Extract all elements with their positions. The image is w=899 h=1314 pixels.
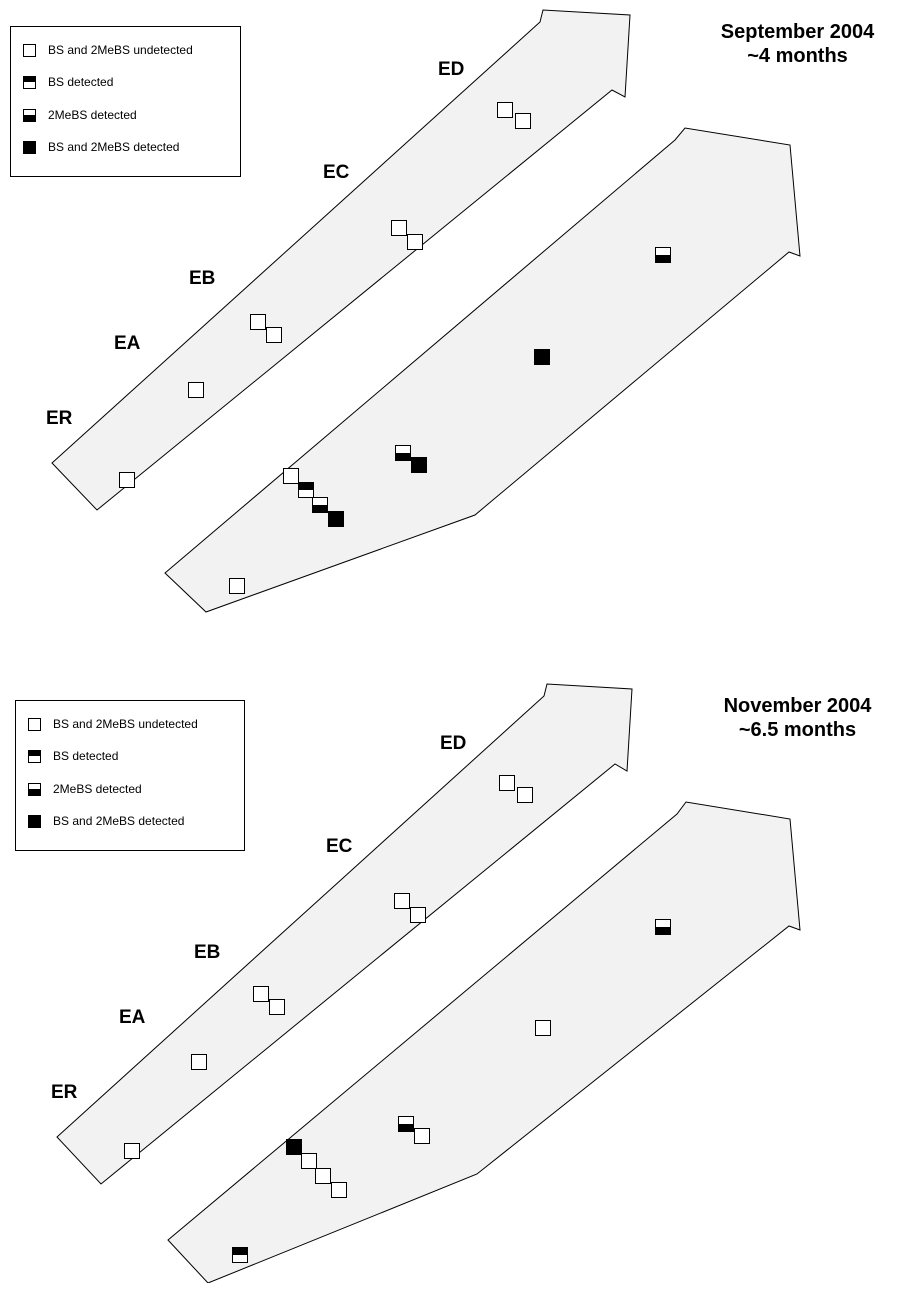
top-filled-square-icon xyxy=(28,749,41,763)
bottom-filled-sample-marker xyxy=(398,1116,414,1132)
empty-sample-marker xyxy=(535,1020,551,1036)
legend-item-both-detected: BS and 2MeBS detected xyxy=(23,139,179,155)
panel-september-2004: ER EA EB EC ED BS and 2MeBS undetected BS de… xyxy=(0,0,899,640)
empty-sample-marker xyxy=(124,1143,140,1159)
empty-square-icon xyxy=(28,717,41,731)
zone-labels: ER EA EB EC ED xyxy=(51,733,466,1103)
bottom-filled-square-icon xyxy=(28,782,41,796)
legend-item-2mebs-detected: 2MeBS detected xyxy=(28,781,142,797)
top-filled-square-icon xyxy=(23,75,36,89)
empty-sample-marker xyxy=(407,234,423,250)
bottom-filled-sample-marker xyxy=(395,445,411,461)
bottom-filled-square-icon xyxy=(23,108,36,122)
legend-label: BS detected xyxy=(48,75,114,89)
empty-sample-marker xyxy=(517,787,533,803)
empty-sample-marker xyxy=(331,1182,347,1198)
title-duration: ~4 months xyxy=(747,45,848,67)
empty-sample-marker xyxy=(414,1128,430,1144)
legend-item-both-detected: BS and 2MeBS detected xyxy=(28,813,184,829)
panel-title: November 2004 ~6.5 months xyxy=(700,694,895,742)
zone-label-ed: ED xyxy=(438,59,464,80)
legend-item-undetected: BS and 2MeBS undetected xyxy=(28,716,198,732)
filled-sample-marker xyxy=(411,457,427,473)
legend-item-bs-detected: BS detected xyxy=(28,748,118,764)
lower-transect-arrow xyxy=(164,127,801,613)
empty-sample-marker xyxy=(269,999,285,1015)
zone-label-ea: EA xyxy=(119,1007,146,1028)
zone-labels: ER EA EB EC ED xyxy=(46,59,464,429)
empty-sample-marker xyxy=(315,1168,331,1184)
bottom-filled-sample-marker xyxy=(312,497,328,513)
panel-november-2004: ER EA EB EC ED BS and 2MeBS undetected BS de… xyxy=(0,674,899,1314)
zone-label-ec: EC xyxy=(326,836,353,857)
legend: BS and 2MeBS undetected BS detected 2MeB… xyxy=(15,700,245,851)
bottom-filled-sample-marker xyxy=(655,919,671,935)
title-date: September 2004 xyxy=(720,21,875,43)
empty-sample-marker xyxy=(497,102,513,118)
empty-square-icon xyxy=(23,43,36,57)
site-diagram: ER EA EB EC ED xyxy=(51,683,801,1283)
empty-sample-marker xyxy=(499,775,515,791)
filled-sample-marker xyxy=(328,511,344,527)
empty-sample-marker xyxy=(391,220,407,236)
empty-sample-marker xyxy=(253,986,269,1002)
zone-label-er: ER xyxy=(51,1082,78,1103)
title-duration: ~6.5 months xyxy=(738,719,857,741)
legend-label: BS and 2MeBS undetected xyxy=(53,717,198,731)
legend-item-undetected: BS and 2MeBS undetected xyxy=(23,42,193,58)
empty-sample-marker xyxy=(229,578,245,594)
legend-label: 2MeBS detected xyxy=(53,782,142,796)
empty-sample-marker xyxy=(119,472,135,488)
empty-sample-marker xyxy=(191,1054,207,1070)
panel-title: September 2004 ~4 months xyxy=(700,20,895,68)
legend-item-bs-detected: BS detected xyxy=(23,74,113,90)
empty-sample-marker xyxy=(188,382,204,398)
empty-sample-marker xyxy=(283,468,299,484)
top-filled-sample-marker xyxy=(298,482,314,498)
lower-transect-arrow xyxy=(167,801,801,1283)
zone-label-ea: EA xyxy=(114,333,141,354)
sample-markers xyxy=(119,102,671,594)
filled-square-icon xyxy=(28,814,41,828)
filled-square-icon xyxy=(23,140,36,154)
site-diagram: ER EA EB EC ED xyxy=(46,9,801,613)
zone-label-ec: EC xyxy=(323,162,350,183)
bottom-filled-sample-marker xyxy=(655,247,671,263)
empty-sample-marker xyxy=(301,1153,317,1169)
sample-markers xyxy=(124,775,671,1263)
legend: BS and 2MeBS undetected BS detected 2MeB… xyxy=(10,26,241,177)
legend-label: BS and 2MeBS undetected xyxy=(48,43,193,57)
legend-label: 2MeBS detected xyxy=(48,108,137,122)
legend-label: BS detected xyxy=(53,749,119,763)
top-filled-sample-marker xyxy=(232,1247,248,1263)
empty-sample-marker xyxy=(410,907,426,923)
empty-sample-marker xyxy=(250,314,266,330)
zone-label-eb: EB xyxy=(194,942,220,963)
zone-label-ed: ED xyxy=(440,733,466,754)
title-date: November 2004 xyxy=(723,695,872,717)
legend-label: BS and 2MeBS detected xyxy=(48,140,180,154)
legend-label: BS and 2MeBS detected xyxy=(53,814,185,828)
empty-sample-marker xyxy=(394,893,410,909)
zone-label-eb: EB xyxy=(189,268,215,289)
empty-sample-marker xyxy=(515,113,531,129)
empty-sample-marker xyxy=(266,327,282,343)
filled-sample-marker xyxy=(534,349,550,365)
legend-item-2mebs-detected: 2MeBS detected xyxy=(23,107,137,123)
filled-sample-marker xyxy=(286,1139,302,1155)
zone-label-er: ER xyxy=(46,408,73,429)
